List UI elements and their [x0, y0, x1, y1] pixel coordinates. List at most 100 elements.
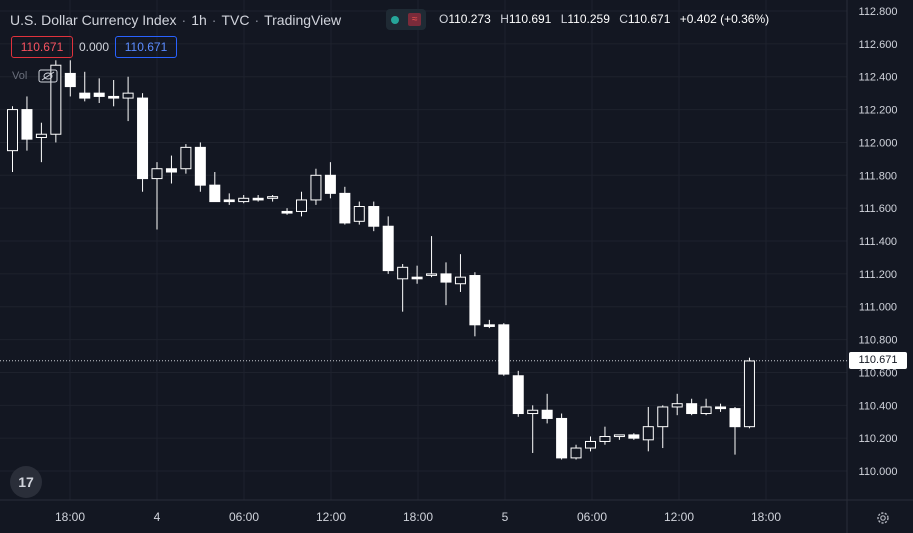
candle-body	[79, 92, 91, 99]
candle-body	[426, 273, 438, 276]
candle-body	[35, 133, 47, 139]
price-tick-label: 112.400	[859, 72, 898, 84]
candle-body	[483, 324, 495, 327]
candle-body	[686, 403, 698, 415]
symbol-header[interactable]: U.S. Dollar Currency Index · 1h · TVC · …	[10, 8, 341, 32]
price-tick-label: 111.000	[859, 302, 897, 314]
candle-body	[700, 406, 712, 415]
current-price-tag: 110.671	[849, 352, 907, 369]
price-tick-label: 112.200	[859, 105, 898, 117]
hide-eye-icon[interactable]	[38, 69, 58, 83]
candle-body	[7, 109, 18, 152]
data-status-icon: ≈	[408, 13, 422, 26]
candle-body	[21, 109, 33, 140]
candle-body	[122, 92, 134, 99]
price-tick-label: 111.600	[859, 203, 897, 215]
high-key: H	[500, 12, 509, 26]
time-tick-label: 5	[502, 510, 509, 524]
candle-body	[50, 64, 62, 135]
price-tick-label: 111.800	[859, 170, 897, 182]
close-value: 110.671	[627, 12, 671, 26]
interval-label[interactable]: 1h	[191, 12, 207, 28]
ohlc-legend: O110.273 H110.691 L110.259 C110.671 +0.4…	[439, 12, 769, 26]
candle-body	[180, 146, 192, 170]
candle-body	[512, 375, 524, 415]
candle-body	[209, 184, 221, 203]
spread-value: 0.000	[78, 40, 110, 54]
price-tick-label: 110.000	[859, 466, 898, 478]
candle-body	[743, 360, 755, 428]
high-value: 110.691	[508, 12, 552, 26]
time-tick-label: 4	[154, 510, 161, 524]
price-tick-label: 112.000	[859, 137, 898, 149]
price-tick-label: 110.600	[859, 367, 898, 379]
candle-body	[324, 174, 336, 194]
separator-dot-icon: ·	[211, 12, 217, 28]
candle-body	[440, 273, 452, 283]
source-label: TVC	[221, 12, 250, 28]
candle-body	[729, 408, 741, 428]
candle-body	[353, 206, 365, 222]
candle-body	[671, 403, 683, 408]
open-key: O	[439, 12, 449, 26]
candle-body	[642, 426, 654, 441]
price-tick-label: 112.600	[859, 39, 898, 51]
candle-body	[527, 409, 539, 415]
open-value: 110.273	[448, 12, 491, 26]
candle-body	[194, 146, 206, 186]
low-value: 110.259	[567, 12, 610, 26]
candle-body	[238, 197, 250, 203]
time-tick-label: 12:00	[664, 510, 694, 524]
candle-body	[93, 92, 105, 97]
candle-body	[498, 324, 510, 375]
tradingview-logo[interactable]: 17	[10, 466, 42, 498]
candle-body	[628, 434, 640, 439]
candle-body	[657, 406, 669, 428]
candle-body	[108, 95, 120, 99]
candle-body	[310, 174, 322, 201]
candle-body	[151, 168, 163, 180]
candle-body	[613, 434, 625, 438]
candle-body	[64, 72, 76, 88]
candle-body	[137, 97, 149, 180]
candle-body	[223, 199, 235, 203]
separator-dot-icon: ·	[181, 12, 187, 28]
platform-label: TradingView	[264, 12, 342, 28]
price-tick-label: 111.400	[859, 236, 897, 248]
candle-body	[339, 192, 351, 224]
candle-body	[382, 225, 394, 272]
time-tick-label: 06:00	[577, 510, 607, 524]
candle-body	[599, 436, 611, 442]
buy-button[interactable]: 110.671	[115, 36, 177, 58]
symbol-name[interactable]: U.S. Dollar Currency Index	[10, 12, 177, 28]
market-open-dot-icon	[390, 15, 399, 24]
candle-body	[570, 447, 582, 459]
price-tick-label: 110.200	[859, 433, 898, 445]
time-tick-label: 18:00	[751, 510, 781, 524]
candle-body	[585, 440, 596, 449]
close-key: C	[619, 12, 628, 26]
candle-body	[469, 275, 481, 326]
market-status-pill[interactable]: ≈	[386, 9, 426, 30]
price-tick-label: 110.800	[859, 335, 898, 347]
candle-body	[368, 206, 380, 227]
candle-body	[281, 210, 293, 214]
candle-body	[252, 197, 264, 201]
candle-body	[165, 168, 177, 173]
time-tick-label: 18:00	[403, 510, 433, 524]
candle-body	[397, 266, 409, 280]
candle-body	[715, 406, 727, 410]
candle-body	[411, 276, 423, 280]
gear-icon[interactable]	[875, 510, 891, 526]
volume-label[interactable]: Vol	[12, 70, 28, 82]
low-key: L	[560, 12, 568, 26]
candle-body	[267, 196, 279, 199]
time-tick-label: 12:00	[316, 510, 346, 524]
candle-body	[296, 199, 307, 212]
time-tick-label: 06:00	[229, 510, 259, 524]
price-tick-label: 111.200	[859, 269, 897, 281]
candle-body	[541, 409, 553, 419]
sell-button[interactable]: 110.671	[11, 36, 73, 58]
candle-body	[454, 276, 466, 285]
